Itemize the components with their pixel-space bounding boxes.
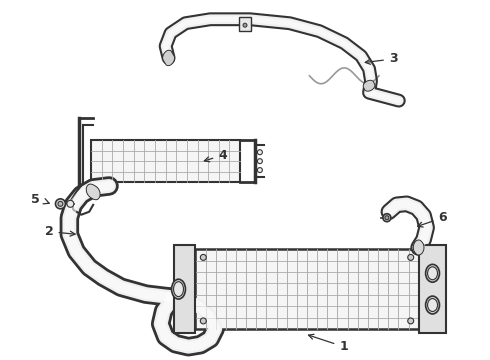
Bar — [91, 140, 240, 182]
Ellipse shape — [415, 242, 422, 253]
Bar — [173, 246, 196, 333]
Circle shape — [408, 318, 414, 324]
Ellipse shape — [364, 82, 374, 90]
Circle shape — [243, 23, 247, 27]
Circle shape — [383, 214, 391, 222]
Text: 3: 3 — [365, 53, 397, 66]
Ellipse shape — [164, 53, 173, 63]
Circle shape — [200, 318, 206, 324]
Ellipse shape — [426, 264, 440, 282]
Ellipse shape — [364, 81, 373, 89]
Ellipse shape — [163, 50, 172, 62]
Circle shape — [408, 255, 414, 260]
Ellipse shape — [414, 241, 423, 254]
Circle shape — [200, 255, 206, 260]
Ellipse shape — [88, 185, 98, 199]
Ellipse shape — [90, 186, 100, 199]
Ellipse shape — [166, 55, 173, 64]
Ellipse shape — [365, 83, 375, 91]
Text: 1: 1 — [309, 334, 348, 353]
Ellipse shape — [426, 296, 440, 314]
Ellipse shape — [172, 279, 185, 299]
Bar — [239, 17, 251, 31]
Text: 2: 2 — [45, 225, 75, 238]
Ellipse shape — [164, 51, 171, 60]
Ellipse shape — [428, 267, 438, 280]
Circle shape — [257, 159, 262, 164]
Ellipse shape — [415, 242, 424, 255]
Circle shape — [257, 150, 262, 155]
Circle shape — [58, 201, 63, 206]
Circle shape — [67, 201, 74, 207]
Ellipse shape — [91, 187, 99, 199]
Ellipse shape — [428, 298, 438, 311]
Ellipse shape — [366, 84, 374, 90]
Ellipse shape — [89, 186, 98, 198]
Text: 4: 4 — [204, 149, 227, 162]
Ellipse shape — [416, 243, 423, 254]
Text: 5: 5 — [31, 193, 40, 206]
Circle shape — [55, 199, 65, 209]
Text: 6: 6 — [417, 211, 447, 227]
Ellipse shape — [165, 53, 172, 63]
Bar — [196, 249, 418, 329]
Bar — [418, 246, 446, 333]
Ellipse shape — [414, 240, 422, 253]
Ellipse shape — [87, 185, 96, 197]
Circle shape — [257, 168, 262, 172]
Circle shape — [385, 216, 389, 220]
Ellipse shape — [165, 54, 174, 66]
Ellipse shape — [86, 184, 97, 198]
Ellipse shape — [365, 83, 373, 89]
Ellipse shape — [365, 81, 372, 87]
Ellipse shape — [415, 241, 421, 252]
Ellipse shape — [173, 282, 183, 297]
